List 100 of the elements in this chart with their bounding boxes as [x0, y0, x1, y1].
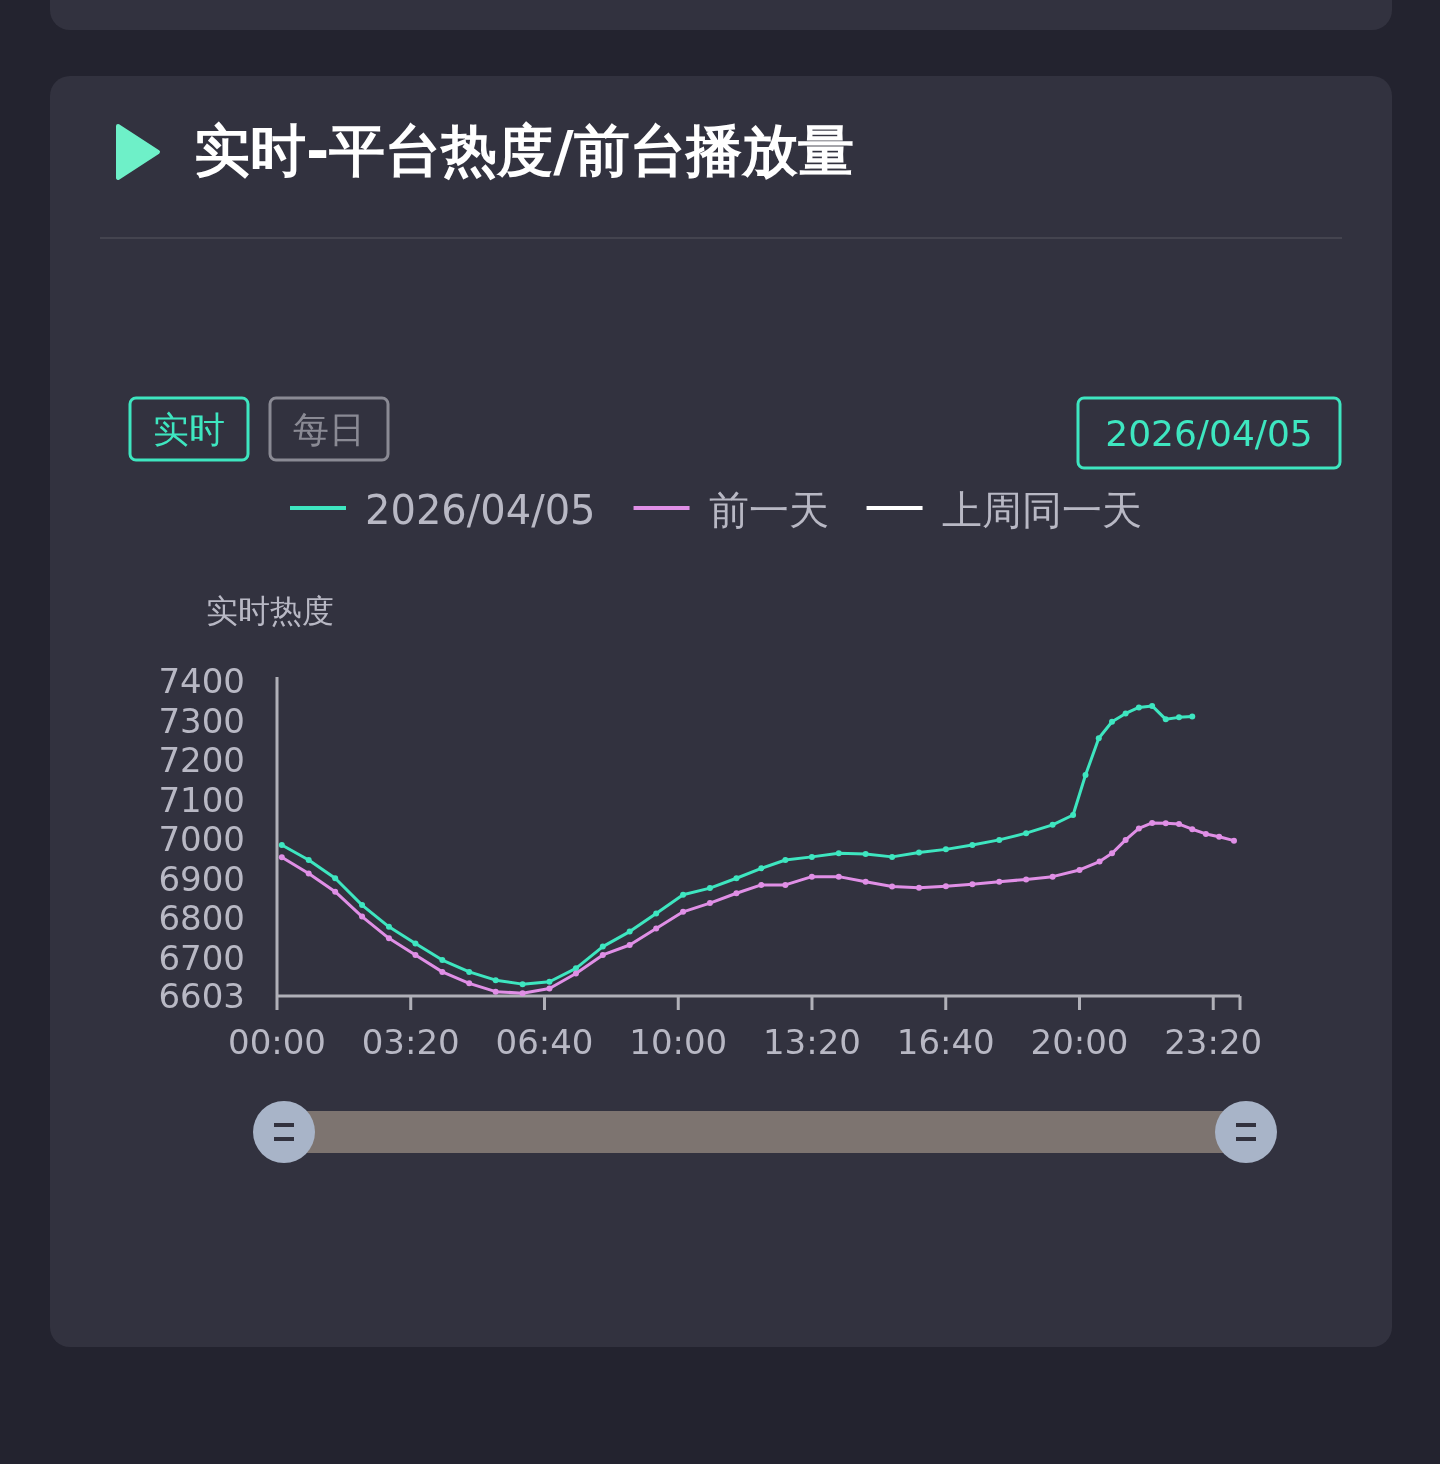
point: [1176, 821, 1183, 828]
y-tick-label: 7300: [158, 700, 245, 741]
x-tick-label: 20:00: [1030, 1022, 1129, 1062]
point: [835, 873, 842, 880]
point: [359, 902, 366, 909]
point: [546, 978, 553, 985]
point: [653, 925, 660, 932]
point: [519, 981, 526, 988]
point: [1230, 837, 1237, 844]
point: [1122, 836, 1129, 843]
point: [782, 857, 789, 864]
point: [808, 853, 815, 860]
legend-label: 上周同一天: [941, 487, 1142, 533]
chart-title: 实时-平台热度/前台播放量: [194, 118, 854, 183]
point: [1162, 716, 1169, 723]
point: [1122, 710, 1129, 717]
point: [916, 884, 922, 891]
point: [942, 846, 949, 853]
point: [862, 851, 869, 858]
point: [706, 900, 713, 907]
point: [1135, 825, 1142, 832]
point: [1096, 858, 1103, 865]
y-tick-label: 6700: [158, 937, 245, 978]
point: [653, 910, 660, 917]
point: [1023, 876, 1030, 883]
point: [680, 908, 687, 915]
y-tick-label: 7000: [158, 819, 245, 860]
point: [996, 878, 1003, 885]
point: [546, 985, 553, 992]
y-tick-label: 6603: [158, 976, 245, 1016]
point: [1049, 821, 1056, 828]
point: [599, 951, 606, 958]
x-tick-label: 06:40: [495, 1022, 594, 1062]
point: [626, 928, 633, 935]
y-tick-label: 7400: [158, 661, 245, 701]
point: [626, 942, 633, 949]
point: [706, 885, 713, 892]
point: [1082, 772, 1089, 779]
point: [1216, 833, 1223, 840]
point: [359, 913, 366, 920]
point: [1189, 826, 1196, 833]
point: [492, 988, 499, 995]
point: [862, 878, 869, 885]
point: [439, 957, 446, 964]
point: [808, 873, 815, 880]
x-tick-label: 23:20: [1164, 1022, 1263, 1062]
point: [916, 849, 922, 856]
point: [385, 935, 392, 942]
point: [1135, 704, 1142, 711]
point: [572, 965, 579, 972]
point: [278, 854, 285, 861]
annotation: 实时: [128, 396, 250, 462]
point: [1162, 820, 1169, 827]
point: [1189, 713, 1196, 720]
point: [1176, 714, 1183, 721]
point: [733, 875, 740, 882]
point: [969, 842, 976, 849]
point: [1023, 830, 1030, 837]
y-tick-label: 6900: [158, 858, 245, 899]
point: [1049, 873, 1056, 880]
y-tick-label: 7200: [158, 740, 245, 781]
point: [572, 970, 579, 977]
point: [305, 870, 312, 877]
y-tick-label: 7100: [158, 779, 245, 820]
annotation: 2026/04/05: [1076, 396, 1342, 470]
y-tick-label: 6800: [158, 898, 245, 939]
annotation: 每日: [268, 396, 390, 462]
point: [680, 891, 687, 898]
point: [733, 890, 740, 897]
point: [1109, 850, 1115, 857]
point: [1095, 735, 1102, 742]
y-axis-title: 实时热度: [206, 592, 334, 630]
point: [1149, 819, 1156, 826]
x-tick-label: 03:20: [361, 1022, 460, 1062]
point: [519, 990, 526, 997]
point: [1202, 830, 1209, 837]
point: [599, 943, 606, 950]
x-tick-label: 13:20: [762, 1022, 861, 1062]
point: [889, 853, 896, 860]
point: [466, 980, 473, 987]
point: [412, 951, 419, 958]
point: [758, 865, 765, 872]
x-tick-label: 16:40: [896, 1022, 995, 1062]
legend-label: 前一天: [708, 487, 829, 533]
point: [1109, 718, 1115, 725]
point: [492, 977, 499, 984]
point: [1076, 866, 1083, 873]
point: [385, 923, 392, 930]
point: [278, 842, 285, 849]
point: [835, 850, 842, 857]
point: [1149, 702, 1156, 709]
point: [332, 888, 339, 895]
point: [466, 968, 473, 975]
point: [332, 875, 339, 882]
point: [305, 857, 312, 864]
point: [782, 881, 789, 888]
legend-label: 2026/04/05: [365, 487, 596, 533]
point: [412, 940, 419, 947]
point: [1070, 811, 1077, 818]
x-tick-label: 00:00: [228, 1022, 326, 1062]
